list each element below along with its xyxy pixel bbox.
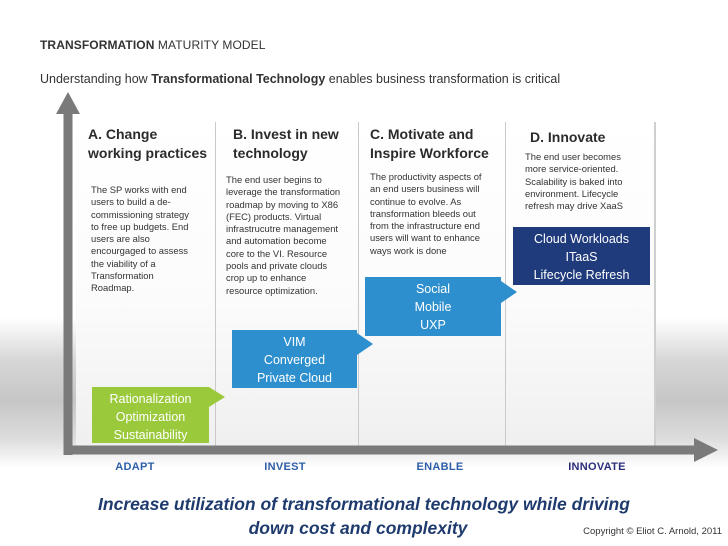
subtitle-bold: Transformational Technology: [151, 72, 326, 86]
x-axis-arrow-icon: [694, 438, 718, 462]
step-vim: VIM Converged Private Cloud: [232, 330, 357, 388]
column-a-description: The SP works with end users to build a d…: [91, 184, 189, 294]
step-rationalization: Rationalization Optimization Sustainabil…: [92, 387, 209, 443]
column-d-heading: D. Innovate: [530, 129, 606, 145]
axis-label-enable: ENABLE: [416, 461, 464, 473]
axis-label-invest: INVEST: [264, 461, 306, 473]
copyright: Copyright © Eliot C. Arnold, 2011: [583, 526, 722, 537]
column-b: [216, 122, 359, 452]
page-title: TRANSFORMATION MATURITY MODEL: [40, 38, 266, 52]
page-subtitle: Understanding how Transformational Techn…: [40, 72, 560, 86]
title-rest: MATURITY MODEL: [154, 38, 266, 52]
axis-label-innovate: INNOVATE: [568, 461, 626, 473]
step-c-arrow-icon: [501, 281, 517, 303]
y-axis-arrow-icon: [56, 92, 80, 114]
column-b-heading: B. Invest in new technology: [233, 126, 339, 161]
column-c-description: The productivity aspects of an end users…: [370, 171, 482, 256]
column-c-heading: C. Motivate and Inspire Workforce: [370, 126, 489, 161]
column-a: [76, 122, 216, 452]
column-a-heading: A. Change working practices: [88, 126, 208, 161]
title-bold: TRANSFORMATION: [40, 38, 155, 52]
step-a-arrow-icon: [209, 387, 225, 407]
axis-label-adapt: ADAPT: [115, 461, 155, 473]
subtitle-post: enables business transformation is criti…: [325, 72, 561, 86]
column-b-description: The end user begins to leverage the tran…: [226, 174, 341, 296]
subtitle-pre: Understanding how: [40, 72, 152, 86]
tagline-line-1: Increase utilization of transformational…: [98, 494, 630, 514]
step-social: Social Mobile UXP: [365, 277, 501, 336]
column-d-description: The end user becomes more service-orient…: [525, 151, 623, 212]
step-b-arrow-icon: [357, 333, 373, 355]
tagline-line-2: down cost and complexity: [248, 518, 468, 538]
step-cloud-workloads: Cloud Workloads ITaaS Lifecycle Refresh: [513, 227, 650, 285]
